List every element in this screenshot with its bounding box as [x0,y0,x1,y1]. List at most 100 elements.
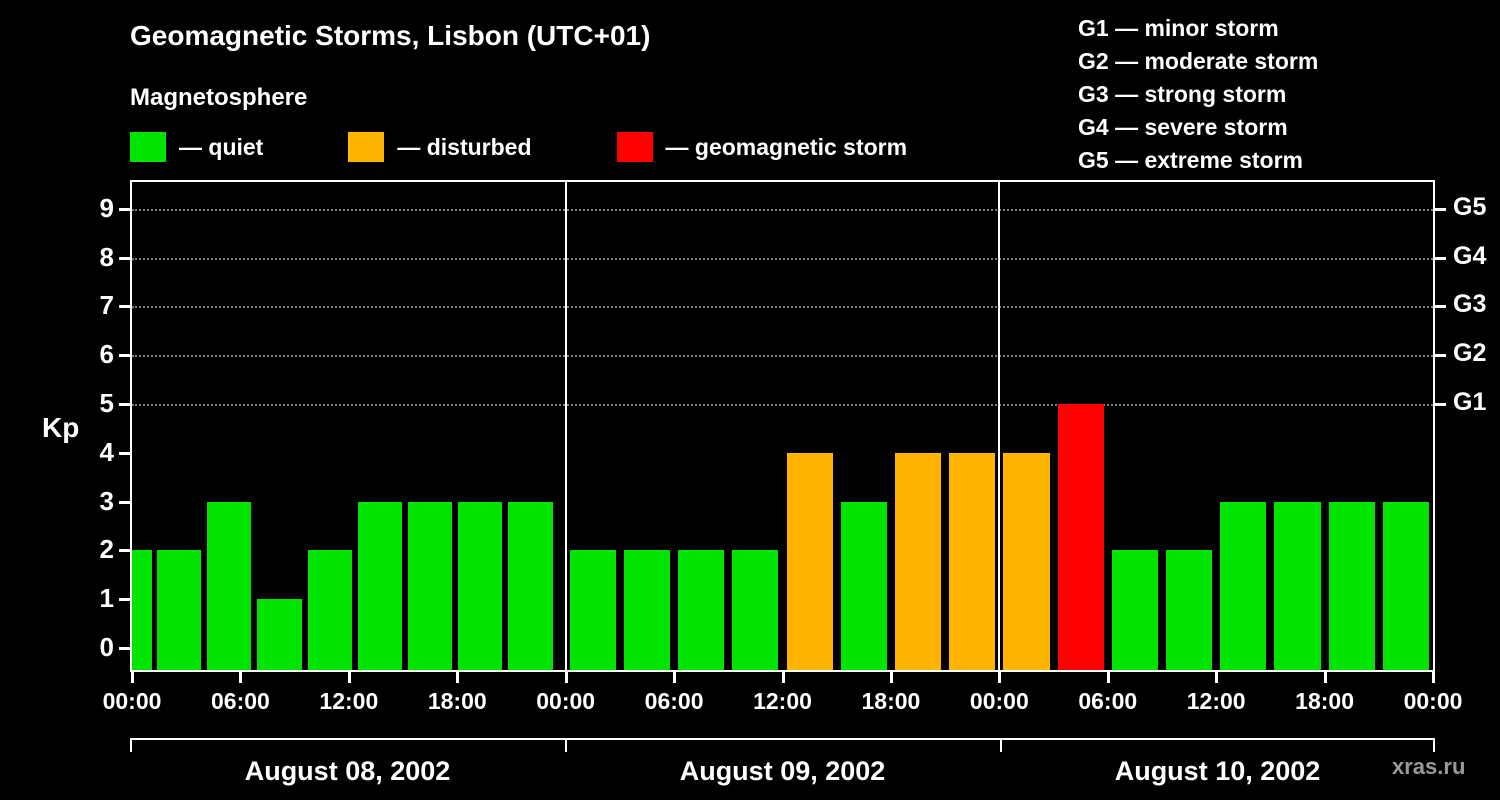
legend-item-disturbed: — disturbed [348,132,532,162]
y-tick-mark [119,403,132,407]
y-tick-mark [119,256,132,260]
y-tick-mark [119,549,132,553]
plot-area: 0 1 2 3 4 5 6 7 8 9 G1 G2 G3 G4 G5 00:00 06:00 12:00 18:00… [100,180,1486,714]
x-tick-label: 06:00 [1078,688,1138,714]
date-axis: August 08, 2002 August 09, 2002 August 10,… [130,738,1435,798]
kp-bar [1057,404,1104,670]
g-level-gridline [132,257,1433,260]
kp-bar [894,452,942,670]
g-level-label: G2 [1453,339,1487,368]
day-divider [564,182,567,670]
legend-label-quiet: — quiet [179,133,264,160]
kp-bar [207,501,252,670]
kp-bar [132,550,152,670]
y-tick-label: 3 [99,485,114,516]
x-tick-label: 06:00 [644,688,704,714]
legend-item-quiet: — quiet [130,132,263,162]
x-tick-mark [1106,672,1110,683]
g-level-label: G4 [1453,241,1487,270]
g2-legend-line: G2 — moderate storm [1078,48,1319,74]
kp-bar [408,501,453,670]
kp-bar [157,550,202,670]
g-level-gridline [132,306,1433,309]
date-label: August 10, 2002 [1114,756,1321,786]
date-axis-tick [130,740,132,752]
y-tick-label: 0 [99,632,114,663]
y-axis-title: Kp [42,412,80,443]
kp-bar [1003,452,1050,670]
date-axis-tick [565,740,567,752]
y-tick-mark [119,451,132,455]
x-tick-label: 12:00 [1186,688,1246,714]
g-level-gridline [132,208,1433,211]
x-tick-label: 12:00 [753,688,812,714]
kp-bar [840,501,887,670]
kp-bar [623,550,671,670]
right-tick-mark [1433,403,1446,407]
x-tick-label: 00:00 [969,688,1029,714]
kp-bar [257,599,302,670]
kp-bar [732,550,779,670]
disturbed-swatch [348,132,385,162]
g4-legend-line: G4 — severe storm [1078,114,1288,140]
x-tick-mark [347,672,351,683]
kp-bar [678,550,725,670]
activity-legend: — quiet — disturbed — geomagnetic storm [130,132,992,162]
y-tick-label: 6 [99,339,114,370]
kp-bar [1328,501,1375,670]
legend-item-storm: — geomagnetic storm [616,132,907,162]
y-tick-mark [119,207,132,211]
date-label: August 08, 2002 [244,756,451,786]
right-tick-mark [1433,354,1446,358]
x-tick-label: 18:00 [1295,688,1354,714]
quiet-swatch [130,132,166,162]
y-tick-label: 1 [99,583,114,614]
x-tick-mark [673,672,677,683]
x-tick-label: 18:00 [427,688,487,714]
date-axis-tick [1000,740,1002,752]
g-level-gridline [132,404,1433,407]
g5-legend-line: G5 — extreme storm [1078,147,1303,173]
g3-legend-line: G3 — strong storm [1078,81,1287,107]
y-tick-mark [119,500,132,504]
x-tick-mark [998,672,1002,683]
x-tick-label: 00:00 [102,688,162,714]
x-tick-mark [1215,672,1219,683]
right-tick-mark [1433,256,1446,260]
y-tick-mark [119,354,132,358]
x-tick-mark [1432,672,1435,683]
g-level-label: G3 [1453,290,1487,319]
x-tick-mark [889,672,893,683]
storm-swatch [616,132,653,162]
kp-bar [357,501,403,670]
watermark: xras.ru [1392,754,1466,779]
magnetosphere-label: Magnetosphere [130,84,308,111]
g-scale-legend: G1 — minor storm G2 — moderate storm G3 … [1078,12,1318,177]
x-tick-label: 06:00 [210,688,270,714]
x-tick-mark [456,672,460,683]
y-tick-label: 4 [99,436,114,467]
x-tick-label: 18:00 [861,688,921,714]
kp-bar [1111,550,1158,670]
kp-bar [307,550,352,670]
x-tick-mark [131,672,134,683]
date-label: August 09, 2002 [679,756,886,786]
legend-label-disturbed: — disturbed [397,133,532,160]
x-tick-label: 12:00 [319,688,379,714]
page-title: Geomagnetic Storms, Lisbon (UTC+01) [130,20,651,51]
x-tick-label: 00:00 [1403,688,1463,714]
x-tick-mark [1323,672,1327,683]
g-level-label: G1 [1453,388,1487,417]
right-tick-mark [1433,207,1446,211]
y-tick-label: 7 [99,290,114,321]
kp-bar [569,550,616,670]
day-divider [998,182,1001,670]
g-level-gridline [132,355,1433,358]
y-tick-label: 9 [99,192,114,223]
y-tick-mark [119,598,132,602]
kp-bar [949,452,996,670]
kp-bar [458,501,503,670]
kp-bar [786,452,833,670]
kp-bar [1165,550,1213,670]
